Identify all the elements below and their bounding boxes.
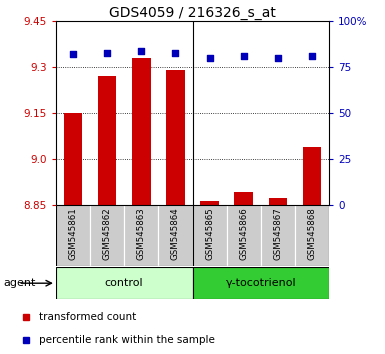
- Bar: [64, 113, 82, 205]
- Bar: [303, 147, 321, 205]
- Text: GSM545862: GSM545862: [102, 207, 112, 260]
- Bar: [295, 205, 329, 266]
- Bar: [124, 205, 158, 266]
- Point: [104, 50, 110, 55]
- Point: [70, 52, 76, 57]
- Bar: [200, 201, 219, 205]
- Text: GSM545865: GSM545865: [205, 207, 214, 260]
- Text: control: control: [105, 278, 144, 288]
- Text: transformed count: transformed count: [38, 312, 136, 322]
- Bar: [234, 192, 253, 205]
- Bar: [268, 198, 287, 205]
- Bar: [192, 205, 227, 266]
- Bar: [227, 205, 261, 266]
- Text: GSM545868: GSM545868: [308, 207, 316, 260]
- Bar: [90, 205, 124, 266]
- Point: [206, 55, 213, 61]
- Point: [275, 55, 281, 61]
- Text: γ-tocotrienol: γ-tocotrienol: [226, 278, 296, 288]
- Point: [309, 53, 315, 59]
- Bar: [98, 76, 117, 205]
- Text: GSM545866: GSM545866: [239, 207, 248, 260]
- Text: GSM545863: GSM545863: [137, 207, 146, 260]
- Point: [241, 53, 247, 59]
- Point: [138, 48, 144, 53]
- Bar: [132, 58, 151, 205]
- Text: agent: agent: [4, 278, 36, 288]
- Text: percentile rank within the sample: percentile rank within the sample: [38, 335, 214, 346]
- Bar: [56, 205, 90, 266]
- Title: GDS4059 / 216326_s_at: GDS4059 / 216326_s_at: [109, 6, 276, 20]
- Text: GSM545864: GSM545864: [171, 207, 180, 260]
- Bar: [192, 267, 329, 299]
- Text: GSM545861: GSM545861: [69, 207, 77, 260]
- Bar: [166, 70, 185, 205]
- Text: GSM545867: GSM545867: [273, 207, 283, 260]
- Bar: [261, 205, 295, 266]
- Point: [172, 50, 179, 55]
- Bar: [56, 267, 192, 299]
- Bar: [158, 205, 192, 266]
